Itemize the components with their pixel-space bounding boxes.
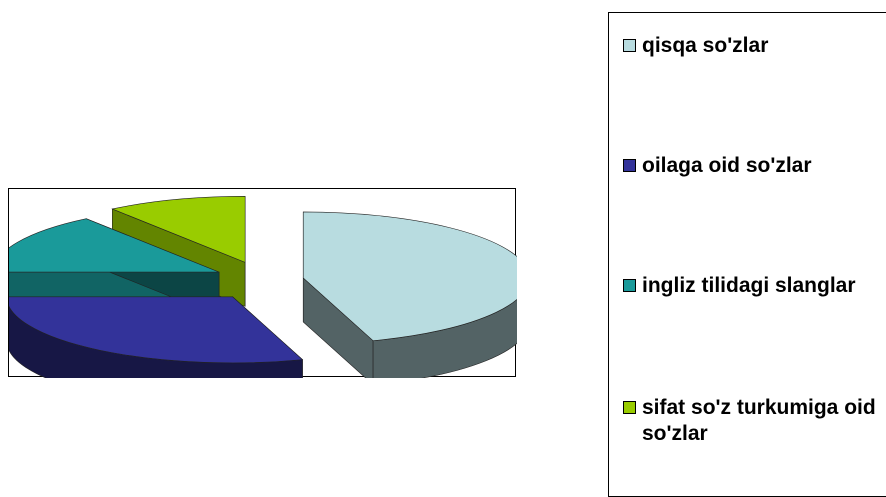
legend-item-1: oilaga oid so'zlar bbox=[623, 153, 883, 179]
pie-slice-1 bbox=[9, 296, 304, 378]
legend-swatch-3 bbox=[623, 401, 636, 414]
pie-slice-0 bbox=[302, 211, 517, 378]
pie-slice-1-top bbox=[9, 296, 304, 364]
legend-swatch-1 bbox=[623, 159, 636, 172]
pie-slice-3-top bbox=[111, 196, 246, 263]
plot-area bbox=[8, 188, 517, 378]
legend-label-2: ingliz tilidagi slanglar bbox=[642, 274, 856, 297]
pie-chart bbox=[9, 196, 517, 378]
legend-label-3: sifat so'z turkumiga oid so'zlar bbox=[642, 396, 876, 445]
pie-slice-0-top bbox=[302, 211, 517, 342]
legend: qisqa so'zlar oilaga oid so'zlar ingliz … bbox=[608, 12, 886, 497]
legend-label-0: qisqa so'zlar bbox=[642, 34, 769, 57]
pie-slice-2-top bbox=[9, 218, 220, 273]
legend-item-0: qisqa so'zlar bbox=[623, 33, 883, 59]
legend-label-1: oilaga oid so'zlar bbox=[642, 154, 812, 177]
legend-swatch-0 bbox=[623, 39, 636, 52]
legend-item-3: sifat so'z turkumiga oid so'zlar bbox=[623, 395, 883, 447]
legend-item-2: ingliz tilidagi slanglar bbox=[623, 273, 883, 299]
legend-swatch-2 bbox=[623, 279, 636, 292]
